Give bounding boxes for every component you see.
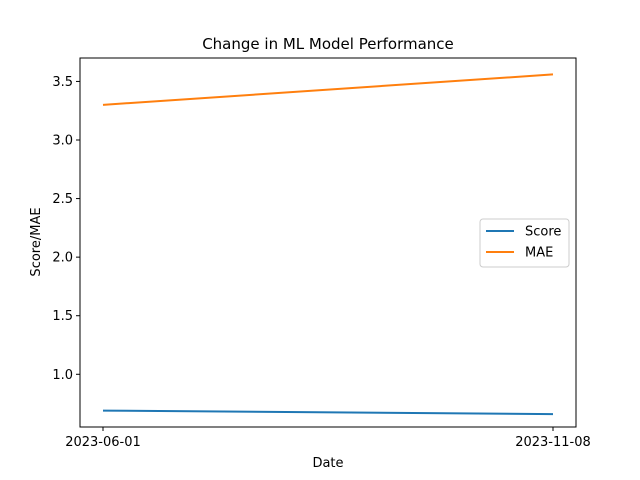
legend: Score MAE [479, 218, 570, 268]
chart-title: Change in ML Model Performance [202, 35, 454, 53]
plot-area [102, 73, 554, 416]
y-axis-title: Score/MAE [29, 207, 44, 276]
y-tick-label: 3.0 [52, 134, 73, 149]
y-axis: 1.0 1.5 2.0 2.5 3.0 3.5 [52, 75, 80, 383]
x-axis-title: Date [312, 456, 343, 471]
y-tick-label: 2.0 [52, 251, 73, 266]
legend-label-mae: MAE [525, 246, 553, 261]
x-axis: 2023-06-01 2023-11-08 [65, 427, 591, 450]
y-tick-label: 1.5 [52, 309, 73, 324]
plot-frame [79, 57, 577, 428]
series-line-score [102, 409, 554, 416]
y-tick-label: 1.0 [52, 368, 73, 383]
y-tick-label: 3.5 [52, 75, 73, 90]
series-line-mae [102, 73, 554, 106]
x-tick-label: 2023-11-08 [515, 435, 591, 450]
legend-label-score: Score [525, 225, 561, 240]
y-tick-label: 2.5 [52, 192, 73, 207]
x-tick-label: 2023-06-01 [65, 435, 141, 450]
